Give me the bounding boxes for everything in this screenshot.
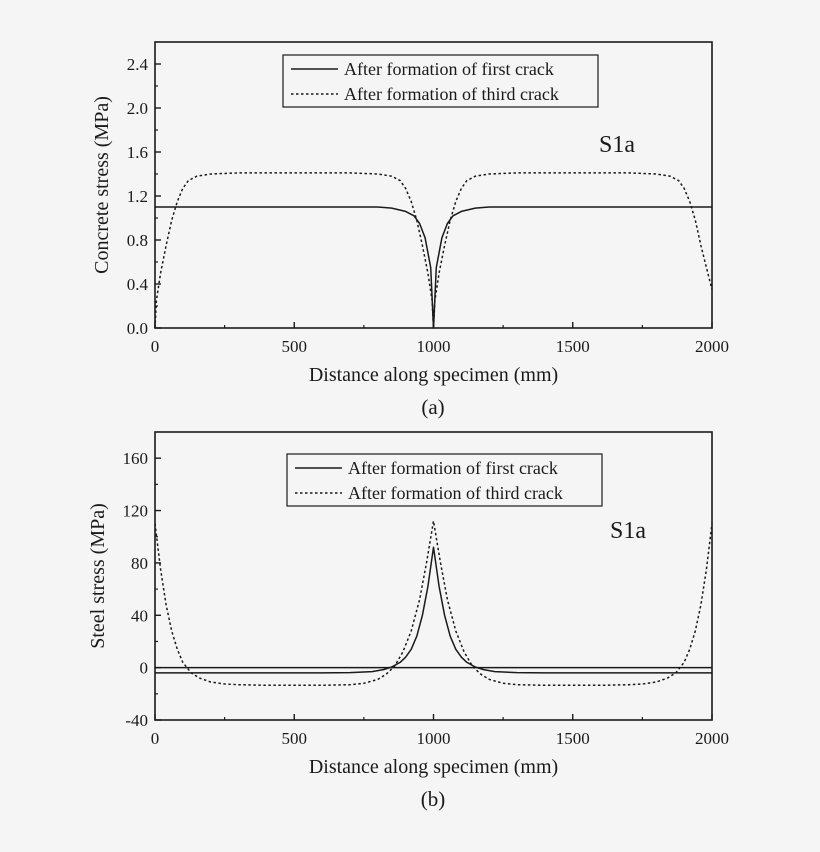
panel-label: (a) <box>421 395 444 419</box>
legend-box <box>282 54 599 108</box>
x-tick-label: 500 <box>282 337 308 356</box>
legend-box <box>286 453 603 507</box>
y-tick-label: -40 <box>125 711 148 730</box>
x-axis-label: Distance along specimen (mm) <box>309 364 558 386</box>
x-tick-label: 1000 <box>417 337 451 356</box>
legend: After formation of first crack After form… <box>286 453 603 507</box>
y-tick-label: 0.4 <box>127 275 149 294</box>
y-tick-label: 160 <box>123 449 149 468</box>
y-tick-label: 40 <box>131 606 148 625</box>
y-tick-label: 0 <box>140 659 149 678</box>
y-tick-label: 1.6 <box>127 143 148 162</box>
x-tick-label: 0 <box>151 729 160 748</box>
y-tick-label: 0.0 <box>127 319 148 338</box>
y-tick-label: 0.8 <box>127 231 148 250</box>
x-tick-label: 1500 <box>556 729 590 748</box>
legend-label: After formation of first crack <box>344 59 554 79</box>
specimen-annotation: S1a <box>610 518 646 544</box>
y-axis-label: Steel stress (MPa) <box>87 503 109 649</box>
panel-label: (b) <box>421 787 446 811</box>
series-line-first-crack <box>155 546 712 674</box>
y-tick-label: 120 <box>123 502 149 521</box>
y-axis-label: Concrete stress (MPa) <box>91 96 113 274</box>
series-line-third-crack <box>154 172 713 329</box>
x-tick-label: 0 <box>151 337 160 356</box>
specimen-annotation: S1a <box>599 132 635 158</box>
x-tick-label: 500 <box>282 729 308 748</box>
series-line-first-crack <box>155 206 712 329</box>
x-tick-label: 2000 <box>695 729 729 748</box>
y-tick-label: 2.4 <box>127 55 149 74</box>
y-tick-label: 2.0 <box>127 99 148 118</box>
x-tick-label: 2000 <box>695 337 729 356</box>
legend-label: After formation of first crack <box>348 458 558 478</box>
x-tick-label: 1000 <box>417 729 451 748</box>
x-axis-label: Distance along specimen (mm) <box>309 756 558 778</box>
legend-label: After formation of third crack <box>344 84 559 104</box>
x-tick-label: 1500 <box>556 337 590 356</box>
legend: After formation of first crack After form… <box>282 54 599 108</box>
series-line-third-crack <box>154 520 713 687</box>
chart-panel-a: 0 500 1000 1500 2000 0.0 0.4 0.8 1.2 1.6 2.0 2.4 Dis… <box>91 41 729 419</box>
y-tick-label: 1.2 <box>127 187 148 206</box>
legend-label: After formation of third crack <box>348 483 563 503</box>
y-tick-label: 80 <box>131 554 148 573</box>
